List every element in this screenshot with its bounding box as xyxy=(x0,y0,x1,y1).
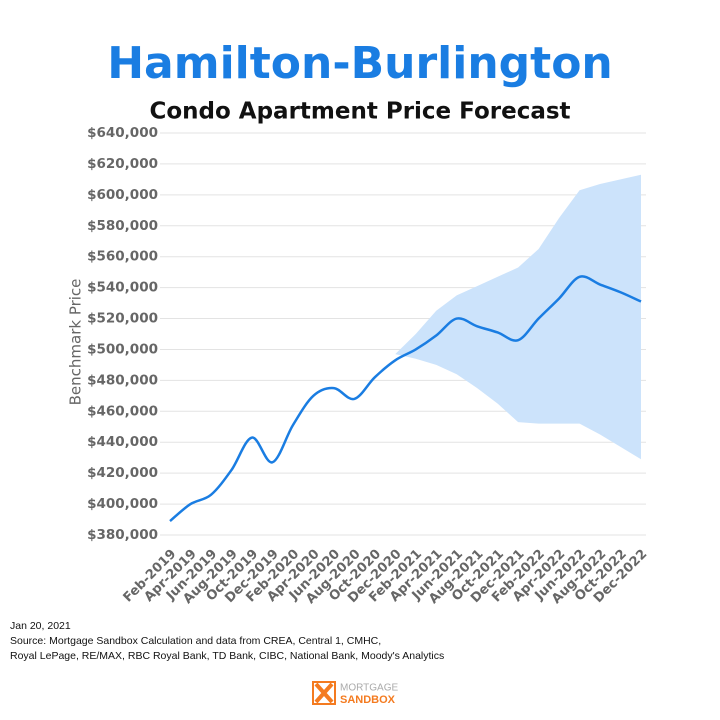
forecast-band xyxy=(395,174,641,460)
y-tick-label: $560,000 xyxy=(87,249,158,265)
y-tick-label: $500,000 xyxy=(87,341,158,357)
chart-title: Hamilton-Burlington xyxy=(107,38,613,89)
y-tick-label: $460,000 xyxy=(87,403,158,419)
price-line xyxy=(169,275,642,523)
y-tick-label: $480,000 xyxy=(87,372,158,388)
note: Source: Mortgage Sandbox Calculation and… xyxy=(10,635,381,647)
logo-icon xyxy=(312,681,336,705)
y-tick-label: $440,000 xyxy=(87,434,158,450)
y-axis-label: Benchmark Price xyxy=(67,279,85,406)
y-tick-label: $580,000 xyxy=(87,218,158,234)
y-tick-label: $400,000 xyxy=(87,496,158,512)
y-tick-label: $540,000 xyxy=(87,280,158,296)
y-tick-label: $600,000 xyxy=(87,187,158,203)
note: Royal LePage, RE/MAX, RBC Royal Bank, TD… xyxy=(10,650,444,662)
y-tick-label: $380,000 xyxy=(87,527,158,543)
logo-text: SANDBOX xyxy=(340,694,396,706)
logo: MORTGAGE SANDBOX xyxy=(312,681,398,706)
y-tick-label: $640,000 xyxy=(87,125,158,141)
y-tick-label: $420,000 xyxy=(87,465,158,481)
logo-icon xyxy=(314,682,334,704)
notes: Jan 20, 2021 Source: Mortgage Sandbox Ca… xyxy=(10,620,444,662)
chart-subtitle: Condo Apartment Price Forecast xyxy=(149,99,570,125)
y-tick-label: $620,000 xyxy=(87,156,158,172)
y-tick-label: $520,000 xyxy=(87,311,158,327)
logo-text: MORTGAGE xyxy=(340,683,398,694)
note: Jan 20, 2021 xyxy=(10,620,71,632)
